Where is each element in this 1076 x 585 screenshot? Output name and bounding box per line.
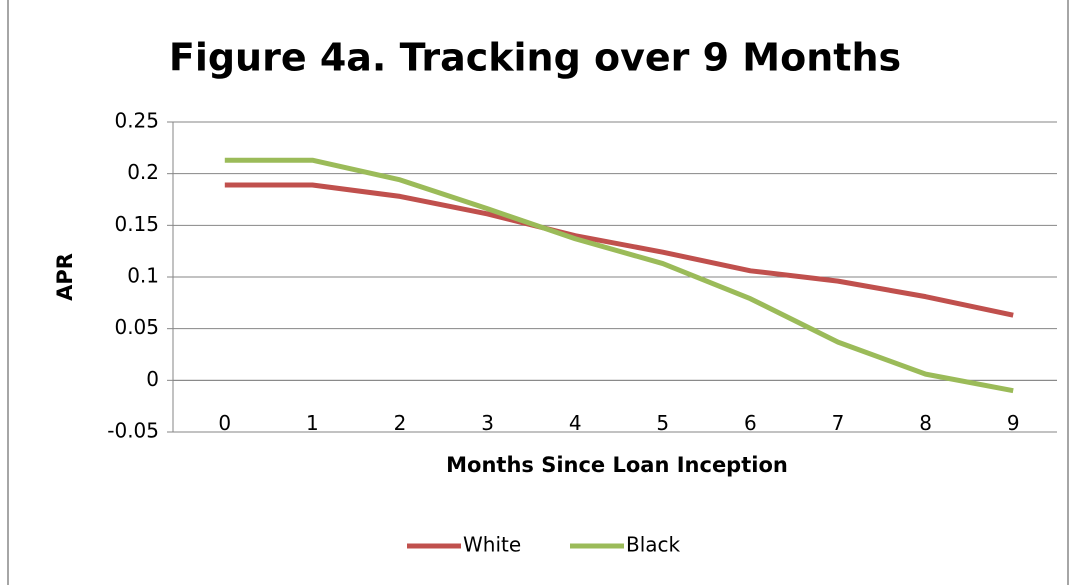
- y-axis-title: APR: [53, 253, 77, 301]
- x-tick-label: 7: [832, 411, 845, 435]
- y-tick-label: 0.05: [114, 315, 159, 339]
- x-tick-label: 4: [569, 411, 582, 435]
- y-tick-label: 0.25: [114, 109, 159, 133]
- legend-label: Black: [626, 533, 681, 557]
- x-tick-label: 5: [656, 411, 669, 435]
- legend-label: White: [463, 533, 521, 557]
- y-tick-label: 0: [146, 367, 159, 391]
- x-tick-label: 0: [218, 411, 231, 435]
- x-tick-label: 1: [306, 411, 319, 435]
- x-axis-title: Months Since Loan Inception: [446, 453, 788, 477]
- chart-title: Figure 4a. Tracking over 9 Months: [169, 36, 901, 80]
- series-line: [224, 182, 1014, 318]
- series-line: [224, 157, 1014, 394]
- y-tick-label: 0.1: [127, 264, 159, 288]
- y-tick-label: 0.15: [114, 212, 159, 236]
- x-tick-label: 9: [1007, 411, 1020, 435]
- x-tick-label: 3: [481, 411, 494, 435]
- x-tick-label: 2: [394, 411, 407, 435]
- x-tick-label: 8: [919, 411, 932, 435]
- y-tick-label: -0.05: [107, 419, 159, 443]
- y-tick-label: 0.2: [127, 160, 159, 184]
- x-tick-label: 6: [744, 411, 757, 435]
